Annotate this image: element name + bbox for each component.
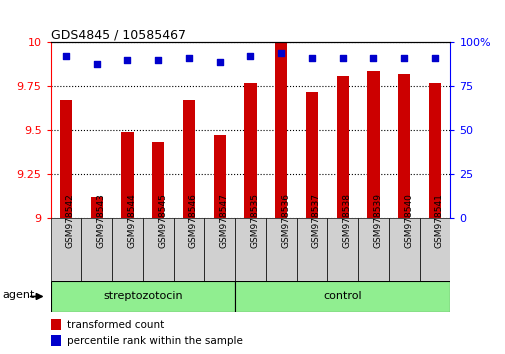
Bar <box>265 218 296 281</box>
Text: GSM978536: GSM978536 <box>281 193 290 249</box>
Bar <box>50 335 61 346</box>
Text: GSM978547: GSM978547 <box>219 193 228 249</box>
Bar <box>121 132 133 218</box>
Point <box>430 56 438 61</box>
Bar <box>112 218 142 281</box>
Point <box>399 56 408 61</box>
Text: GSM978539: GSM978539 <box>373 193 382 249</box>
Bar <box>235 218 265 281</box>
Bar <box>296 218 327 281</box>
Text: control: control <box>323 291 361 302</box>
Bar <box>50 281 235 312</box>
Point <box>92 61 100 66</box>
Bar <box>336 76 348 218</box>
Bar <box>81 218 112 281</box>
Text: transformed count: transformed count <box>67 320 164 330</box>
Bar <box>60 100 72 218</box>
Bar <box>152 142 164 218</box>
Bar <box>358 218 388 281</box>
Bar <box>428 83 440 218</box>
Text: GSM978545: GSM978545 <box>158 193 167 249</box>
Text: GSM978541: GSM978541 <box>434 193 443 249</box>
Text: GSM978542: GSM978542 <box>66 194 75 248</box>
Bar <box>142 218 173 281</box>
Bar <box>419 218 449 281</box>
Bar <box>235 281 449 312</box>
Point <box>184 56 192 61</box>
Text: agent: agent <box>3 290 35 300</box>
Point <box>246 54 254 59</box>
Text: GSM978537: GSM978537 <box>312 193 320 249</box>
Bar <box>305 92 318 218</box>
Point <box>338 56 346 61</box>
Bar <box>327 218 358 281</box>
Point <box>308 56 316 61</box>
Bar <box>50 218 81 281</box>
Point <box>123 57 131 63</box>
Point <box>154 57 162 63</box>
Bar <box>367 70 379 218</box>
Point <box>369 56 377 61</box>
Bar <box>213 135 225 218</box>
Text: GSM978535: GSM978535 <box>250 193 259 249</box>
Text: GSM978546: GSM978546 <box>188 193 197 249</box>
Text: GDS4845 / 10585467: GDS4845 / 10585467 <box>50 28 185 41</box>
Bar <box>90 197 103 218</box>
Bar <box>173 218 204 281</box>
Text: streptozotocin: streptozotocin <box>103 291 182 302</box>
Point <box>215 59 223 64</box>
Bar <box>204 218 235 281</box>
Text: GSM978544: GSM978544 <box>127 194 136 248</box>
Bar <box>388 218 419 281</box>
Bar <box>275 42 287 218</box>
Text: GSM978540: GSM978540 <box>403 193 413 249</box>
Bar <box>50 319 61 330</box>
Point <box>277 50 285 56</box>
Text: percentile rank within the sample: percentile rank within the sample <box>67 336 242 346</box>
Text: GSM978543: GSM978543 <box>96 193 106 249</box>
Bar <box>244 83 256 218</box>
Bar <box>397 74 410 218</box>
Text: GSM978538: GSM978538 <box>342 193 351 249</box>
Point <box>62 54 70 59</box>
Bar <box>182 100 195 218</box>
